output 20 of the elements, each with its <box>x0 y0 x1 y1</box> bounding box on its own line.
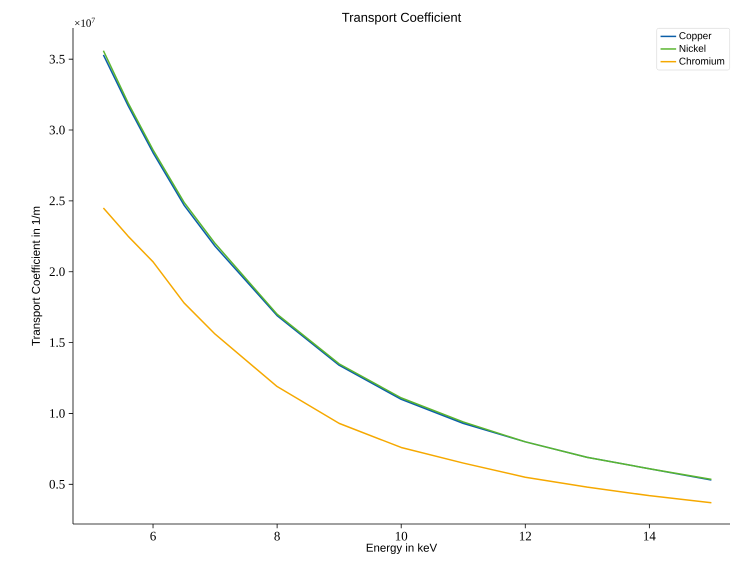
y-axis-title: Transport Coefficient in 1/m <box>32 206 42 346</box>
y-tick-label: 3.5 <box>50 54 65 64</box>
x-tick-label: 10 <box>396 532 408 541</box>
x-tick-label: 8 <box>274 532 280 541</box>
y-tick-label: 0.5 <box>50 480 65 489</box>
y-tick-label: 1.5 <box>50 338 65 347</box>
x-axis-title: Energy in keV <box>366 543 438 554</box>
legend-label: Copper <box>679 32 712 42</box>
x-tick-label: 12 <box>520 532 532 540</box>
y-tick-label: 1.0 <box>50 409 65 418</box>
chart-title: Transport Coefficient <box>342 12 462 24</box>
legend-label: Nickel <box>680 44 706 52</box>
text: ×10$^{7}$ <box>75 18 95 27</box>
y-tick-label: 2.0 <box>50 267 65 276</box>
x-tick-label: 14 <box>644 532 656 540</box>
y-tick-label: 2.5 <box>50 196 65 206</box>
x-tick-label: 6 <box>150 532 156 540</box>
y-tick-label: 3.0 <box>50 126 65 134</box>
line-series <box>102 207 712 504</box>
legend-label: Chromium <box>679 57 724 65</box>
